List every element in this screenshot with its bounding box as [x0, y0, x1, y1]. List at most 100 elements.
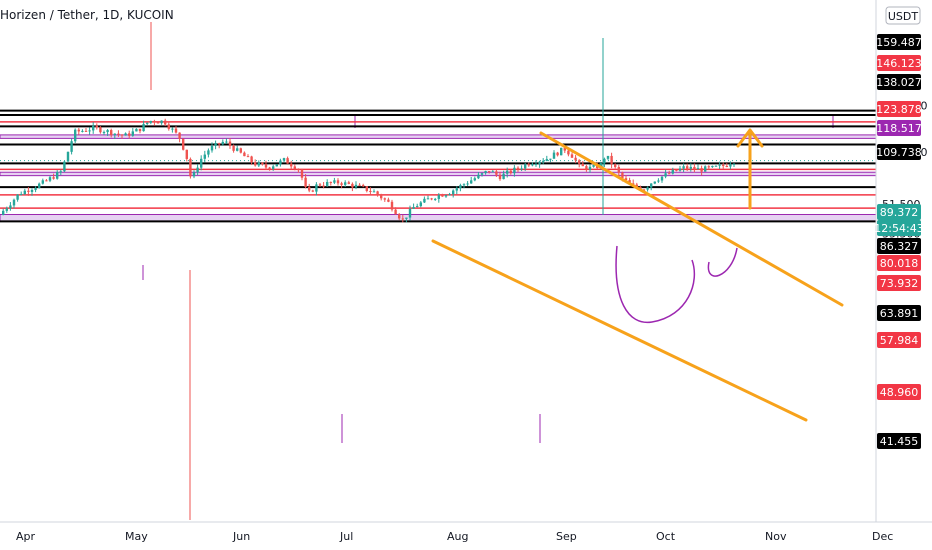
x-tick-label-4: Aug — [447, 530, 468, 543]
candle-body — [552, 152, 556, 159]
candle-body — [225, 141, 228, 143]
candle-body — [419, 202, 422, 207]
candle-138 — [498, 171, 502, 181]
candle-body — [160, 120, 163, 124]
candle-body — [189, 158, 192, 177]
candle-85 — [308, 183, 311, 193]
candle-body — [657, 180, 660, 182]
candle-body — [538, 161, 541, 164]
candle-101 — [365, 186, 368, 193]
candle-body — [707, 166, 710, 168]
time-axis: Apr May Jun Jul Aug Sep Oct Nov Dec — [16, 530, 893, 543]
candle-197 — [711, 165, 714, 168]
candle-body — [20, 194, 23, 196]
price-tag-10: 73.932 — [877, 275, 921, 291]
candle-17 — [63, 161, 66, 173]
price-tag-label: 80.018 — [880, 257, 919, 270]
candle-5 — [20, 191, 23, 196]
candle-body — [614, 164, 617, 168]
candle-body — [59, 171, 62, 173]
candle-body — [531, 164, 534, 166]
candle-200 — [722, 162, 725, 169]
candle-95 — [344, 180, 347, 187]
candle-72 — [261, 162, 264, 166]
candle-1 — [5, 206, 8, 213]
candle-137 — [495, 169, 498, 177]
candle-body — [88, 130, 91, 132]
candle-body — [326, 181, 329, 186]
price-tag-label: 73.932 — [880, 277, 919, 290]
candle-129 — [466, 181, 469, 186]
price-tag-bg — [877, 55, 921, 71]
candle-47 — [171, 127, 174, 133]
candle-143 — [516, 166, 520, 172]
candle-55 — [200, 155, 203, 171]
candle-15 — [56, 170, 59, 180]
candle-body — [606, 155, 610, 159]
candle-14 — [52, 173, 55, 180]
candle-body — [696, 168, 700, 170]
candle-body — [81, 130, 84, 132]
candle-body — [372, 191, 376, 193]
candle-body — [506, 170, 509, 174]
candle-125 — [452, 189, 455, 198]
candle-188 — [678, 165, 682, 172]
candle-191 — [689, 163, 692, 172]
candle-body — [524, 164, 527, 169]
candle-136 — [491, 170, 494, 173]
candle-186 — [671, 167, 674, 175]
candle-56 — [203, 150, 206, 163]
candle-142 — [513, 165, 516, 177]
candle-body — [452, 190, 455, 195]
candle-49 — [178, 132, 181, 143]
candle-31 — [113, 133, 116, 140]
candle-48 — [174, 126, 178, 134]
candle-70 — [254, 159, 257, 167]
candle-84 — [304, 174, 307, 189]
candle-body — [99, 127, 102, 133]
candle-58 — [210, 142, 214, 153]
price-tag-label: 159.487 — [876, 36, 922, 49]
price-tag-bg — [877, 101, 921, 117]
candle-body — [365, 186, 368, 191]
candle-body — [509, 170, 512, 174]
candle-body — [628, 180, 631, 184]
candle-155 — [560, 147, 563, 156]
candle-body — [30, 189, 34, 192]
candle-body — [27, 190, 30, 192]
candle-151 — [545, 155, 548, 162]
candle-body — [570, 154, 574, 158]
candle-body — [56, 171, 59, 179]
candle-43 — [156, 121, 160, 124]
candle-body — [38, 183, 41, 188]
candle-body — [581, 163, 584, 167]
candle-181 — [653, 181, 656, 185]
candle-body — [254, 162, 257, 166]
candle-body — [2, 210, 5, 215]
candle-112 — [405, 217, 408, 223]
price-tag-5: 109.738 — [876, 144, 922, 160]
candle-154 — [556, 151, 559, 157]
price-tag-3: 123.878 — [876, 101, 922, 117]
candle-body — [362, 185, 365, 187]
candle-body — [689, 166, 692, 169]
candle-body — [426, 198, 430, 200]
currency-badge[interactable]: USDT — [885, 6, 921, 25]
candle-body — [124, 133, 127, 136]
candle-159 — [574, 155, 577, 164]
candle-178 — [642, 188, 646, 191]
candle-body — [610, 155, 613, 165]
candle-body — [232, 145, 235, 151]
candle-body — [156, 122, 160, 124]
candle-body — [592, 165, 595, 167]
candle-body — [408, 208, 412, 218]
candle-body — [574, 157, 577, 161]
candle-body — [214, 143, 217, 146]
candle-body — [41, 180, 44, 184]
handle-pattern — [707, 247, 738, 277]
candle-body — [549, 158, 552, 160]
candle-body — [387, 199, 390, 202]
candle-82 — [297, 168, 300, 173]
candle-4 — [16, 194, 19, 202]
